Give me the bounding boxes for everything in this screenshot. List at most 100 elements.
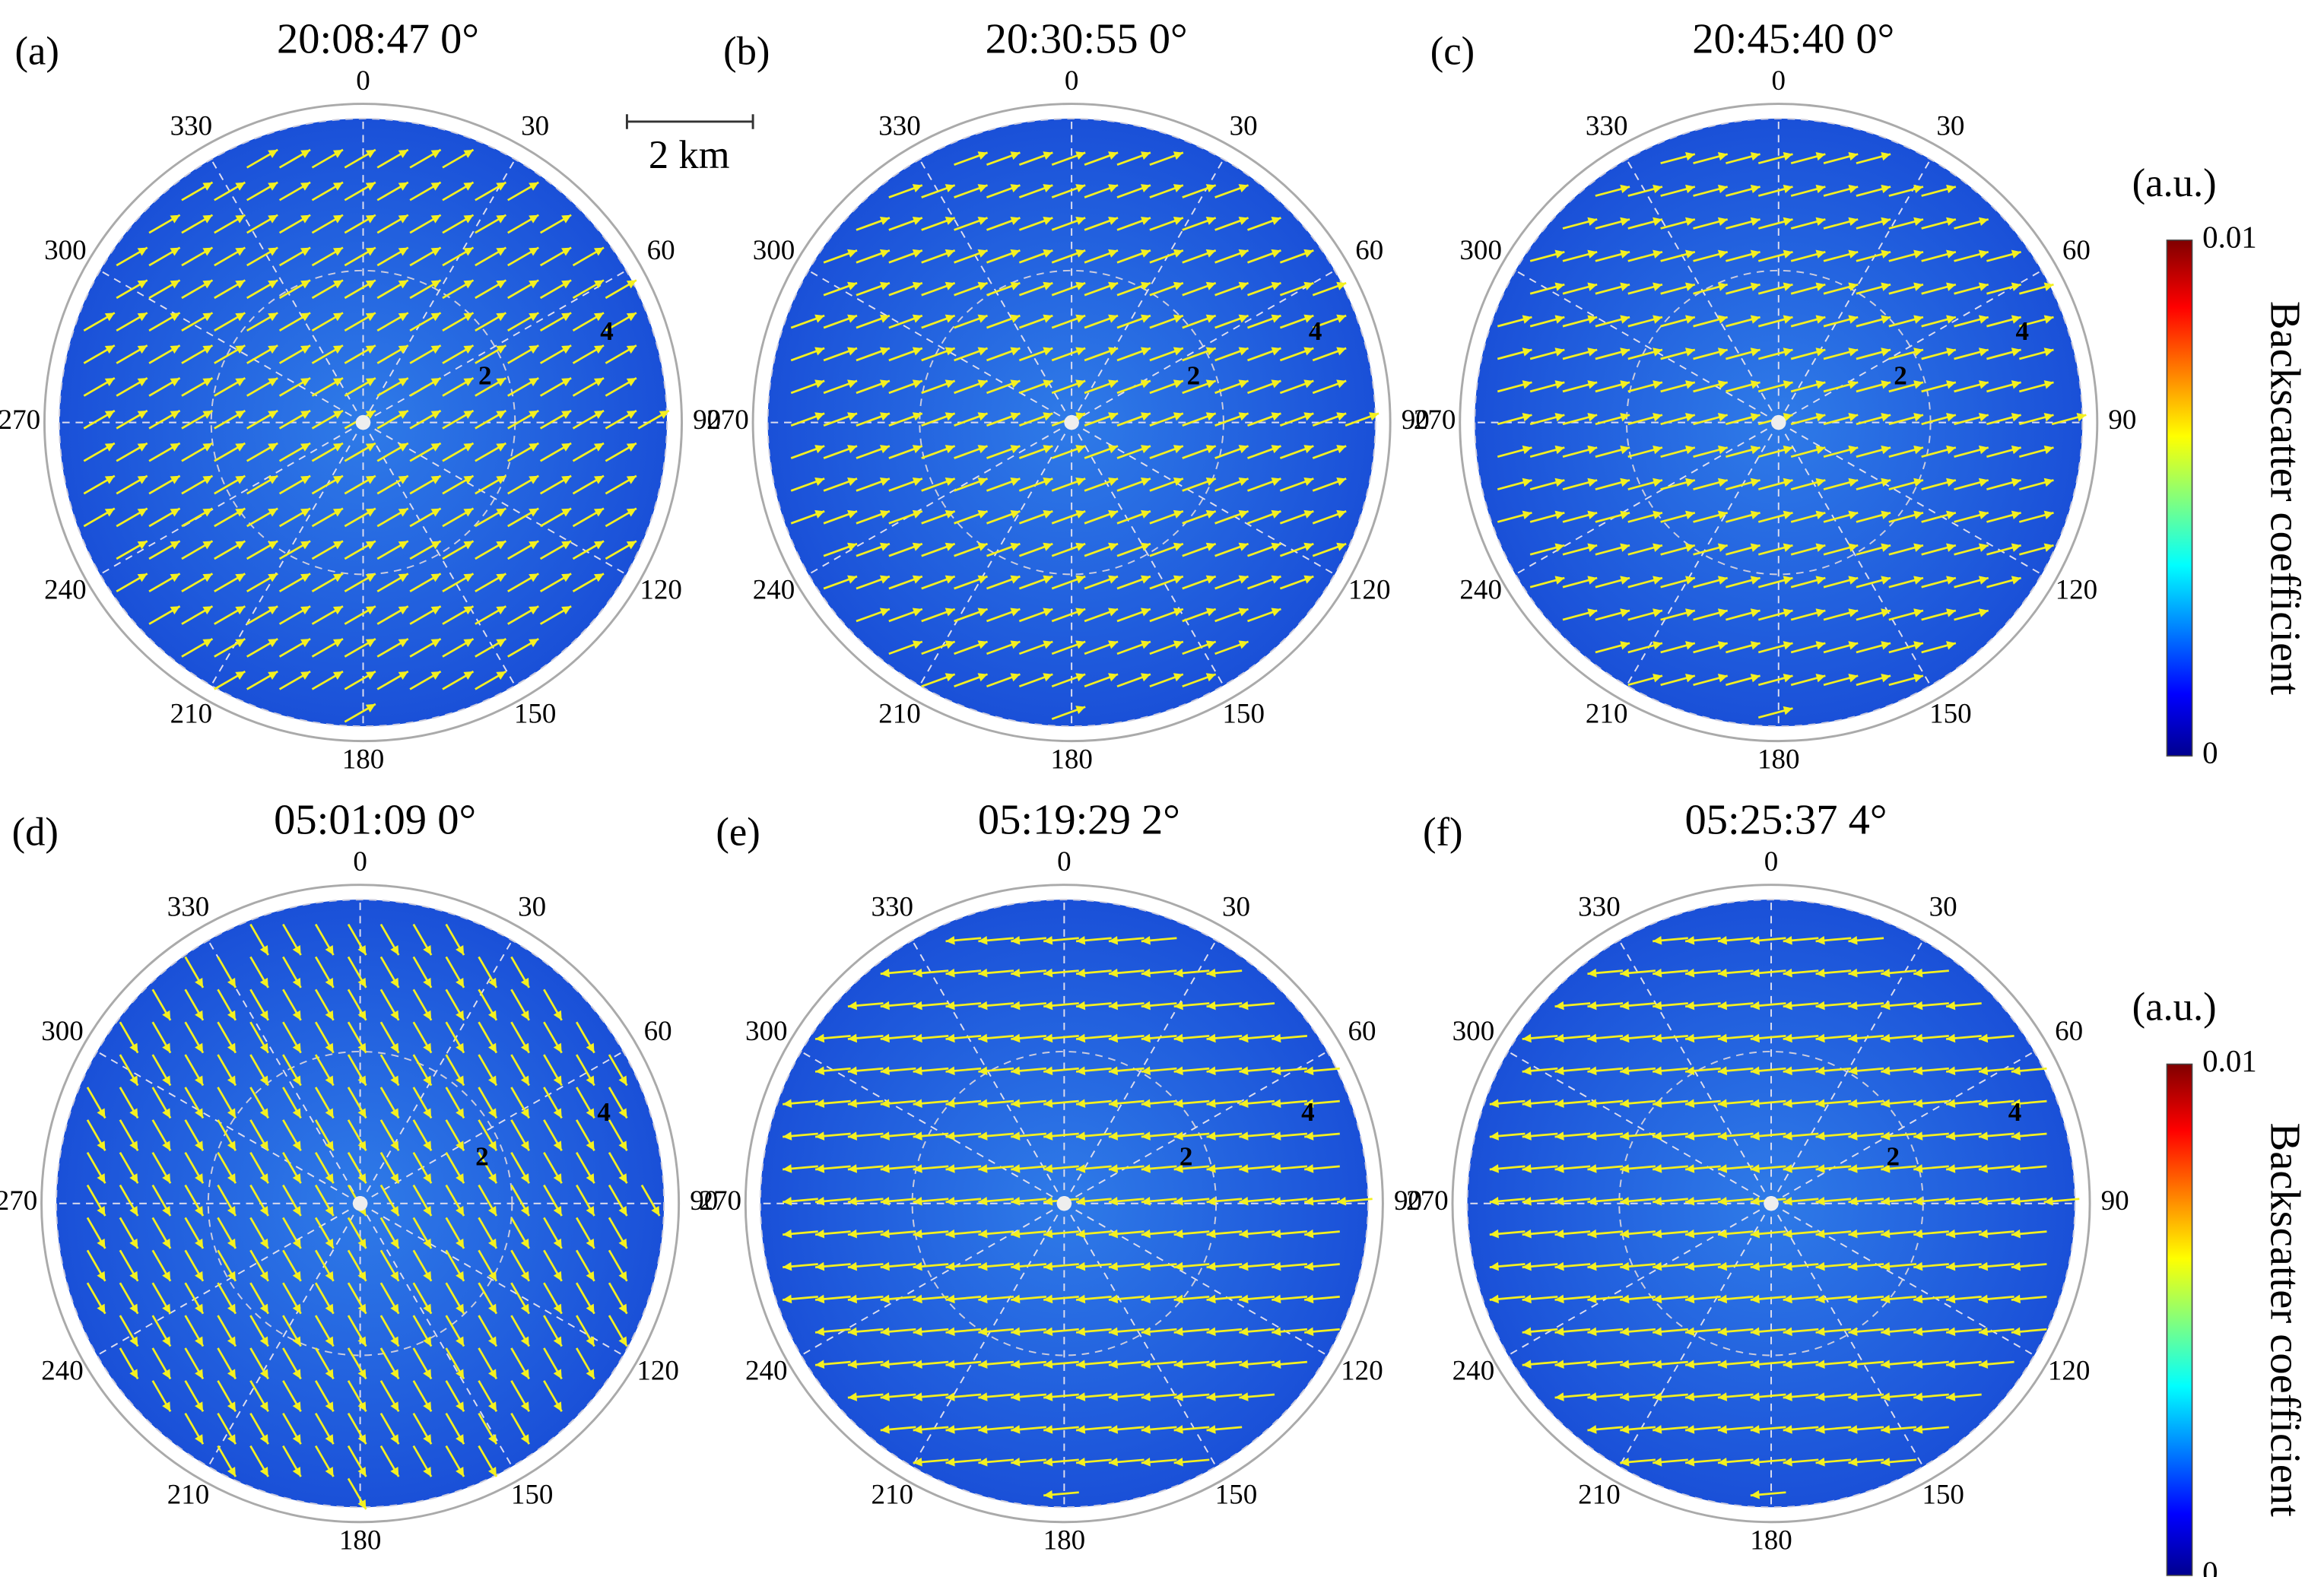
arrow-head <box>1140 184 1151 193</box>
arrow-head <box>1075 379 1086 389</box>
arrow-head <box>1303 281 1314 290</box>
arrow-head <box>1783 249 1793 259</box>
arrow-head <box>1554 510 1565 519</box>
arrow-head <box>1271 509 1281 519</box>
arrow-head <box>1173 542 1183 551</box>
spoke <box>97 1051 361 1204</box>
arrow-head <box>1685 576 1695 585</box>
arrow-head <box>97 1271 106 1281</box>
arrow-head <box>593 378 604 387</box>
arrow-head <box>1750 1458 1760 1467</box>
arrow-head <box>880 1066 890 1076</box>
arrow-head <box>912 640 922 649</box>
arrow-head <box>1587 380 1598 389</box>
arrow-head <box>97 1173 106 1184</box>
arrow-head <box>913 1360 922 1369</box>
arrow-head <box>847 347 858 356</box>
arrow-head <box>1108 542 1119 551</box>
colorbar-unit: (a.u.) <box>2132 985 2217 1029</box>
arrow-head <box>365 378 376 387</box>
arrow-head <box>593 411 604 419</box>
arrow-head <box>1141 1099 1151 1109</box>
spoke <box>1770 1203 1924 1468</box>
arrow-head <box>815 1099 825 1109</box>
arrow-head <box>1206 1099 1216 1109</box>
arrow-head <box>1913 1131 1923 1141</box>
arrow-head <box>847 249 858 258</box>
arrow-head <box>1848 1392 1858 1401</box>
arrow-head <box>325 1075 334 1086</box>
arrow-head <box>1173 379 1183 389</box>
arrow-head <box>202 345 213 354</box>
arrow-head <box>913 1229 922 1239</box>
range-label: 4 <box>600 316 614 346</box>
arrow-head <box>332 443 343 452</box>
arrow-head <box>1010 347 1021 356</box>
arrow-head <box>912 542 922 551</box>
arrow-head <box>1489 1131 1499 1141</box>
arrow-head <box>1205 640 1216 649</box>
arrow-head <box>553 1369 562 1379</box>
theta-tick-label: 150 <box>1922 1480 1964 1511</box>
spoke <box>100 421 364 576</box>
arrow-head <box>1946 1164 1956 1173</box>
arrow-head <box>1685 1392 1695 1401</box>
arrow-head <box>1881 380 1891 389</box>
arrow-head <box>1076 1261 1086 1271</box>
arrow-head <box>1881 608 1891 617</box>
arrow-head <box>977 216 988 225</box>
arrow-head <box>104 411 115 419</box>
arrow-head <box>1108 445 1119 454</box>
arrow-head <box>332 378 343 387</box>
arrow-head <box>1717 478 1728 487</box>
arrow-head <box>463 606 474 615</box>
arrow-head <box>365 671 376 680</box>
arrow-head <box>1076 1327 1086 1337</box>
arrow-head <box>1336 379 1347 389</box>
arrow-head <box>913 1033 922 1043</box>
panel-label: (b) <box>723 29 770 73</box>
arrow-head <box>1913 413 1923 422</box>
arrow-head <box>1076 1066 1086 1076</box>
arrow-head <box>1815 968 1825 978</box>
arrow-head <box>553 1141 562 1151</box>
arrow-head <box>1108 477 1119 486</box>
arrow-head <box>1717 315 1728 324</box>
arrow-head <box>1946 184 1956 194</box>
arrow-head <box>1043 445 1053 454</box>
arrow-head <box>1141 1327 1151 1337</box>
arrow-head <box>626 411 637 419</box>
arrow-head <box>202 639 213 648</box>
arrow-head <box>1815 249 1826 259</box>
arrow-head <box>945 673 955 682</box>
arrow-head <box>227 1108 236 1118</box>
arrow-head <box>1173 968 1183 978</box>
arrow-head <box>496 443 506 452</box>
arrow-head <box>561 606 572 615</box>
arrow-head <box>487 1108 497 1118</box>
spoke <box>360 1202 624 1356</box>
arrow-head <box>977 151 988 160</box>
arrow-head <box>1010 673 1021 682</box>
arrow-head <box>977 542 988 551</box>
arrow-head <box>561 508 572 517</box>
arrow-head <box>1620 968 1630 978</box>
arrow-head <box>1304 1164 1314 1173</box>
arrow-head <box>300 182 311 191</box>
spoke <box>800 1202 1065 1356</box>
arrow-head <box>496 411 506 419</box>
arrow-head <box>2011 1261 2021 1271</box>
arrow-head <box>162 1075 171 1086</box>
arrow-head <box>1140 151 1151 160</box>
arrow-head <box>1522 315 1532 324</box>
arrow-head <box>945 1131 955 1141</box>
arrow-head <box>1750 217 1760 227</box>
arrow-head <box>586 1108 595 1118</box>
arrow-head <box>365 573 376 582</box>
range-ring <box>56 899 665 1509</box>
arrow-head <box>195 1206 204 1217</box>
arrow-head <box>1173 314 1183 323</box>
arrow-head <box>1848 152 1859 161</box>
arrow-head <box>1587 1392 1597 1401</box>
theta-tick-label: 180 <box>342 744 385 775</box>
